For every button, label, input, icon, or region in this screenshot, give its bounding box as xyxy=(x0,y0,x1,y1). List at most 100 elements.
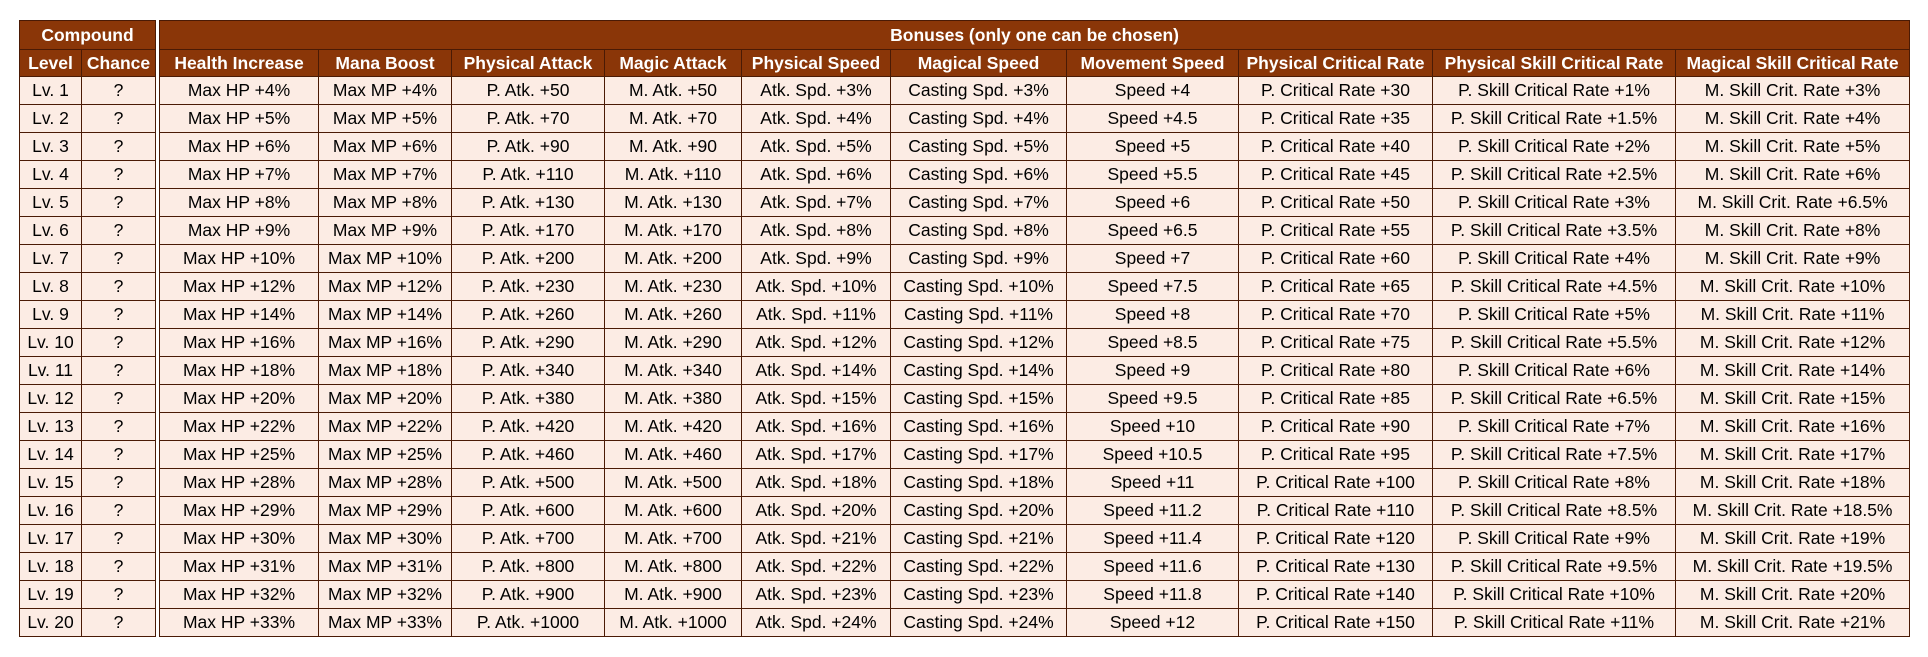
bonus-cell: Max MP +8% xyxy=(318,188,452,217)
bonus-cell: P. Atk. +900 xyxy=(451,580,605,609)
bonus-cell: Speed +7.5 xyxy=(1066,272,1239,301)
bonus-cell: P. Skill Critical Rate +9.5% xyxy=(1432,552,1676,581)
chance-cell: ? xyxy=(81,356,156,385)
compound-row: Lv. 16? xyxy=(19,496,156,525)
bonus-cell: Max MP +14% xyxy=(318,300,452,329)
level-cell: Lv. 11 xyxy=(19,356,82,385)
bonus-cell: P. Atk. +50 xyxy=(451,76,605,105)
bonus-cell: P. Skill Critical Rate +8.5% xyxy=(1432,496,1676,525)
bonus-cell: M. Skill Crit. Rate +16% xyxy=(1674,412,1911,441)
bonus-cell: Casting Spd. +14% xyxy=(890,356,1067,385)
bonus-cell: P. Critical Rate +85 xyxy=(1238,384,1433,413)
bonus-cell: Atk. Spd. +18% xyxy=(741,468,891,497)
bonus-cell: Max MP +25% xyxy=(318,440,452,469)
bonus-cell: Atk. Spd. +4% xyxy=(741,104,891,133)
chance-cell: ? xyxy=(81,76,156,105)
bonus-cell: Max HP +29% xyxy=(159,496,319,525)
compound-row: Lv. 4? xyxy=(19,160,156,189)
bonus-cell: M. Skill Crit. Rate +17% xyxy=(1674,440,1911,469)
bonus-cell: P. Skill Critical Rate +6% xyxy=(1432,356,1676,385)
bonus-row: Max HP +16% Max MP +16% P. Atk. +290 M. Atk… xyxy=(159,328,1911,357)
compound-row: Lv. 13? xyxy=(19,412,156,441)
bonus-cell: M. Skill Crit. Rate +6% xyxy=(1674,160,1911,189)
compound-row: Lv. 20? xyxy=(19,608,156,637)
chance-cell: ? xyxy=(81,300,156,329)
level-cell: Lv. 16 xyxy=(19,496,82,525)
bonus-cell: Speed +9 xyxy=(1066,356,1239,385)
bonus-cell: Casting Spd. +21% xyxy=(890,524,1067,553)
bonus-cell: Max MP +29% xyxy=(318,496,452,525)
bonus-cell: M. Skill Crit. Rate +9% xyxy=(1674,244,1911,273)
level-cell: Lv. 9 xyxy=(19,300,82,329)
compound-row: Lv. 2? xyxy=(19,104,156,133)
bonus-cell: Speed +11.6 xyxy=(1066,552,1239,581)
bonus-cell: Max MP +32% xyxy=(318,580,452,609)
level-cell: Lv. 15 xyxy=(19,468,82,497)
bonus-cell: M. Skill Crit. Rate +21% xyxy=(1674,608,1911,637)
bonus-cell: Atk. Spd. +22% xyxy=(741,552,891,581)
bonus-cell: P. Skill Critical Rate +3% xyxy=(1432,188,1676,217)
bonus-cell: M. Atk. +50 xyxy=(604,76,742,105)
bonus-cell: M. Skill Crit. Rate +11% xyxy=(1674,300,1911,329)
bonus-cell: M. Skill Crit. Rate +20% xyxy=(1674,580,1911,609)
bonus-cell: P. Atk. +800 xyxy=(451,552,605,581)
bonus-cell: M. Skill Crit. Rate +18.5% xyxy=(1674,496,1911,525)
bonus-column-header: Physical Skill Critical Rate xyxy=(1432,49,1676,77)
bonus-cell: Max HP +30% xyxy=(159,524,319,553)
bonus-row: Max HP +18% Max MP +18% P. Atk. +340 M. Atk… xyxy=(159,356,1911,385)
compound-row: Lv. 8? xyxy=(19,272,156,301)
bonus-cell: P. Atk. +340 xyxy=(451,356,605,385)
bonus-cell: Casting Spd. +20% xyxy=(890,496,1067,525)
bonus-cell: M. Atk. +90 xyxy=(604,132,742,161)
bonus-cell: Speed +6 xyxy=(1066,188,1239,217)
bonus-cell: P. Critical Rate +50 xyxy=(1238,188,1433,217)
bonus-cell: Casting Spd. +3% xyxy=(890,76,1067,105)
bonus-row: Max HP +7% Max MP +7% P. Atk. +110 M. Atk. … xyxy=(159,160,1911,189)
bonus-row: Max HP +22% Max MP +22% P. Atk. +420 M. Atk… xyxy=(159,412,1911,441)
bonus-cell: Atk. Spd. +6% xyxy=(741,160,891,189)
chance-cell: ? xyxy=(81,272,156,301)
bonus-cell: P. Skill Critical Rate +6.5% xyxy=(1432,384,1676,413)
bonus-column-headers: Health Increase Mana Boost Physical Attack… xyxy=(159,49,1911,77)
bonus-row: Max HP +33% Max MP +33% P. Atk. +1000 M. At… xyxy=(159,608,1911,637)
bonus-cell: Max HP +28% xyxy=(159,468,319,497)
bonus-cell: P. Critical Rate +30 xyxy=(1238,76,1433,105)
bonus-cell: Max MP +33% xyxy=(318,608,452,637)
bonus-cell: M. Skill Crit. Rate +12% xyxy=(1674,328,1911,357)
bonus-cell: M. Skill Crit. Rate +10% xyxy=(1674,272,1911,301)
bonus-cell: Atk. Spd. +17% xyxy=(741,440,891,469)
compound-table: Compound Level Chance Lv. 1? Lv. 2? Lv. 3?… xyxy=(19,20,156,637)
bonus-row: Max HP +6% Max MP +6% P. Atk. +90 M. Atk. +… xyxy=(159,132,1911,161)
bonus-cell: P. Critical Rate +35 xyxy=(1238,104,1433,133)
bonus-row: Max HP +4% Max MP +4% P. Atk. +50 M. Atk. +… xyxy=(159,76,1911,105)
bonus-cell: Casting Spd. +7% xyxy=(890,188,1067,217)
chance-cell: ? xyxy=(81,412,156,441)
bonus-cell: Casting Spd. +17% xyxy=(890,440,1067,469)
bonus-cell: Speed +10 xyxy=(1066,412,1239,441)
bonus-cell: Max MP +7% xyxy=(318,160,452,189)
bonus-cell: M. Atk. +900 xyxy=(604,580,742,609)
bonus-cell: Atk. Spd. +8% xyxy=(741,216,891,245)
bonus-cell: M. Atk. +230 xyxy=(604,272,742,301)
bonus-cell: P. Critical Rate +75 xyxy=(1238,328,1433,357)
bonus-cell: Speed +10.5 xyxy=(1066,440,1239,469)
bonus-cell: P. Skill Critical Rate +8% xyxy=(1432,468,1676,497)
level-cell: Lv. 2 xyxy=(19,104,82,133)
bonus-cell: Atk. Spd. +5% xyxy=(741,132,891,161)
bonus-cell: M. Atk. +380 xyxy=(604,384,742,413)
bonus-cell: Atk. Spd. +7% xyxy=(741,188,891,217)
bonus-cell: P. Skill Critical Rate +5.5% xyxy=(1432,328,1676,357)
bonus-column-header: Mana Boost xyxy=(318,49,452,77)
bonus-cell: M. Skill Crit. Rate +8% xyxy=(1674,216,1911,245)
bonus-cell: Max HP +7% xyxy=(159,160,319,189)
level-column-header: Level xyxy=(19,49,82,77)
compound-row: Lv. 7? xyxy=(19,244,156,273)
bonus-cell: Casting Spd. +9% xyxy=(890,244,1067,273)
bonus-cell: P. Critical Rate +110 xyxy=(1238,496,1433,525)
chance-cell: ? xyxy=(81,384,156,413)
bonus-cell: Max HP +8% xyxy=(159,188,319,217)
bonus-cell: Max MP +28% xyxy=(318,468,452,497)
bonus-cell: M. Atk. +460 xyxy=(604,440,742,469)
bonus-cell: P. Critical Rate +70 xyxy=(1238,300,1433,329)
bonus-cell: P. Skill Critical Rate +3.5% xyxy=(1432,216,1676,245)
